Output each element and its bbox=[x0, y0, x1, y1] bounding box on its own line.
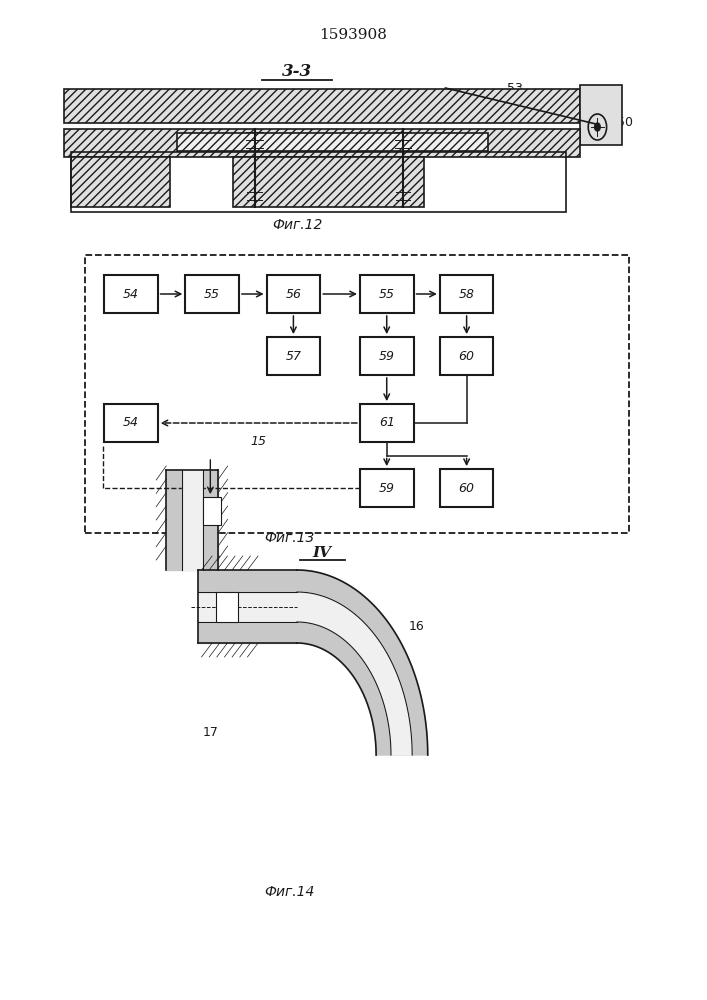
Bar bbox=[85, 255, 629, 533]
Text: 55: 55 bbox=[204, 288, 220, 300]
Text: 61: 61 bbox=[379, 416, 395, 430]
Bar bbox=[185, 275, 239, 313]
Bar bbox=[104, 404, 158, 442]
Polygon shape bbox=[198, 592, 297, 622]
Text: 17: 17 bbox=[203, 726, 218, 740]
Bar bbox=[203, 497, 221, 525]
Text: 60: 60 bbox=[459, 350, 474, 362]
Text: 59: 59 bbox=[379, 482, 395, 494]
Text: 60: 60 bbox=[459, 482, 474, 494]
Text: 57: 57 bbox=[286, 350, 301, 362]
Bar bbox=[177, 133, 488, 151]
Text: 16: 16 bbox=[409, 620, 424, 634]
Bar bbox=[64, 129, 580, 157]
Bar bbox=[360, 404, 414, 442]
Polygon shape bbox=[297, 592, 412, 755]
Bar bbox=[440, 469, 493, 507]
Bar bbox=[104, 275, 158, 313]
Circle shape bbox=[595, 123, 600, 131]
Text: 55: 55 bbox=[379, 288, 395, 300]
Bar bbox=[440, 275, 493, 313]
Text: 15: 15 bbox=[251, 435, 267, 448]
Text: 54: 54 bbox=[123, 416, 139, 430]
Text: 56: 56 bbox=[286, 288, 301, 300]
Text: 58: 58 bbox=[459, 288, 474, 300]
Text: IV: IV bbox=[312, 546, 331, 560]
Text: Фиг.14: Фиг.14 bbox=[264, 885, 315, 899]
Bar bbox=[440, 337, 493, 375]
Polygon shape bbox=[182, 470, 203, 570]
Text: 3-3: 3-3 bbox=[282, 64, 312, 81]
Text: 59: 59 bbox=[379, 350, 395, 362]
Text: 1593908: 1593908 bbox=[320, 28, 387, 42]
Polygon shape bbox=[198, 570, 297, 643]
Bar bbox=[360, 469, 414, 507]
Bar bbox=[580, 85, 622, 145]
Bar bbox=[233, 157, 424, 207]
Bar bbox=[71, 157, 170, 207]
Text: Фиг.13: Фиг.13 bbox=[264, 531, 315, 545]
Bar bbox=[64, 89, 580, 123]
Bar bbox=[267, 275, 320, 313]
Bar bbox=[71, 152, 566, 212]
Bar bbox=[267, 337, 320, 375]
Bar bbox=[177, 133, 488, 151]
Polygon shape bbox=[166, 470, 218, 570]
Bar bbox=[216, 592, 238, 622]
Bar bbox=[360, 337, 414, 375]
Text: 54: 54 bbox=[123, 288, 139, 300]
Polygon shape bbox=[297, 570, 428, 755]
Text: 53: 53 bbox=[507, 82, 522, 95]
Text: Фиг.12: Фиг.12 bbox=[271, 218, 322, 232]
Text: 50: 50 bbox=[617, 115, 633, 128]
Bar bbox=[360, 275, 414, 313]
